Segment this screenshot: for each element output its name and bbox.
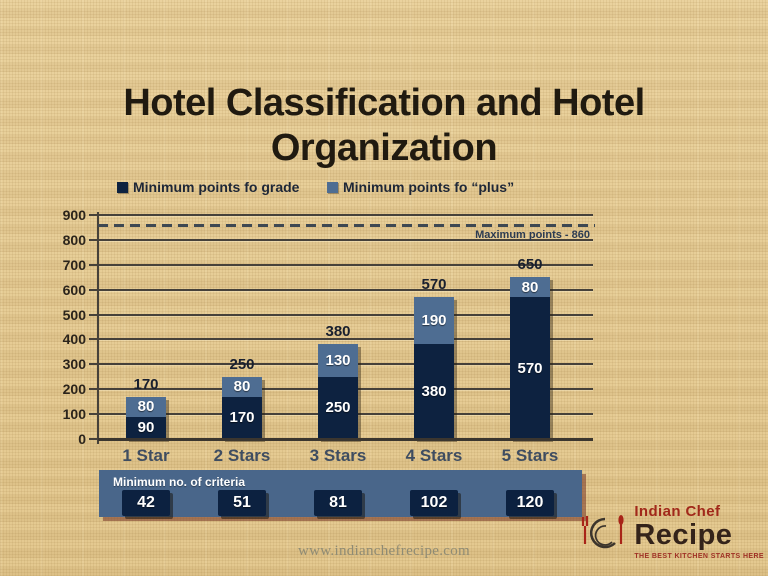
criteria-panel: Minimum no. of criteria — [99, 470, 582, 517]
bar-segment: 130 — [318, 344, 358, 377]
bar-segment: 250 — [318, 376, 358, 439]
y-axis-label: 600 — [62, 281, 86, 298]
y-axis-label: 200 — [62, 381, 86, 398]
bar-3-stars: 130 250 — [318, 344, 358, 439]
y-axis-tick — [89, 363, 98, 366]
x-axis-label: 4 Stars — [405, 446, 463, 465]
gridline — [98, 338, 593, 341]
legend-item-plus: Minimum points fo “plus” — [327, 179, 514, 195]
gridline — [98, 313, 593, 316]
y-axis-label: 100 — [62, 406, 86, 423]
bar-total-label: 170 — [133, 375, 159, 393]
y-axis-tick — [89, 288, 98, 291]
bar-total-label: 570 — [421, 276, 447, 294]
bar-segment: 570 — [510, 297, 550, 439]
x-axis-line — [98, 438, 593, 441]
legend-label-plus: Minimum points fo “plus” — [343, 179, 515, 195]
legend-label-grade: Minimum points fo grade — [133, 179, 300, 195]
x-axis-label: 1 Star — [122, 446, 170, 465]
bar-segment: 80 — [510, 277, 550, 298]
max-points-dashed-line — [98, 223, 595, 227]
legend-item-grade: Minimum points fo grade — [117, 179, 299, 195]
page-title: Hotel Classification and Hotel Organizati… — [0, 81, 768, 171]
bar-segment: 380 — [414, 344, 454, 439]
bar-total-label: 380 — [325, 323, 351, 341]
y-axis-label: 500 — [62, 306, 86, 323]
y-axis-tick — [89, 313, 98, 316]
y-axis-tick — [89, 388, 98, 391]
max-points-label: Maximum points - 860 — [475, 228, 590, 241]
y-axis-label: 400 — [62, 331, 86, 348]
bar-segment: 80 — [222, 376, 262, 397]
y-axis-label: 0 — [78, 431, 86, 447]
bar-segment: 80 — [126, 396, 166, 417]
y-axis-label: 800 — [62, 231, 86, 248]
bar-segment: 190 — [414, 297, 454, 345]
gridline — [98, 214, 593, 216]
brand-name-top: Indian Chef — [634, 503, 721, 520]
bar-4-stars: 190 380 — [414, 297, 454, 439]
bar-1-star: 80 90 — [126, 396, 166, 439]
cutlery-plate-icon — [582, 515, 624, 549]
bar-total-label: 250 — [229, 355, 255, 373]
y-axis-tick — [89, 438, 98, 440]
gridline — [98, 263, 593, 266]
y-axis-tick — [89, 214, 98, 216]
footer-url: www.indianchefrecipe.com — [298, 543, 470, 559]
gridline — [98, 288, 593, 291]
brand-logo-text: Indian Chef Recipe THE BEST KITCHEN STAR… — [634, 503, 764, 560]
x-axis-label: 2 Stars — [213, 446, 271, 465]
brand-tagline: THE BEST KITCHEN STARTS HERE — [634, 553, 764, 560]
y-axis-label: 300 — [62, 356, 86, 373]
y-axis-line — [97, 212, 99, 444]
gridline — [98, 238, 593, 241]
brand-logo: Indian Chef Recipe THE BEST KITCHEN STAR… — [575, 503, 764, 565]
brand-name-bottom: Recipe — [634, 519, 733, 551]
y-axis-label: 900 — [62, 207, 86, 223]
title-line-1: Hotel Classification and Hotel — [123, 82, 645, 125]
legend-swatch-plus — [327, 181, 338, 193]
bar-total-label: 650 — [517, 256, 543, 274]
x-axis-label: 3 Stars — [309, 446, 367, 465]
criteria-panel-title: Minimum no. of criteria — [113, 475, 246, 489]
y-axis-label: 700 — [62, 256, 86, 273]
y-axis-tick — [89, 338, 98, 341]
bar-5-stars: 80 570 — [510, 277, 550, 439]
bar-segment: 90 — [126, 416, 166, 439]
legend-swatch-grade — [117, 181, 128, 193]
y-axis-tick — [89, 263, 98, 266]
bar-segment: 170 — [222, 396, 262, 439]
bar-2-stars: 80 170 — [222, 376, 262, 439]
x-axis-label: 5 Stars — [501, 446, 559, 465]
y-axis-tick — [89, 413, 98, 416]
y-axis-tick — [89, 238, 98, 241]
title-line-2: Organization — [270, 127, 498, 170]
